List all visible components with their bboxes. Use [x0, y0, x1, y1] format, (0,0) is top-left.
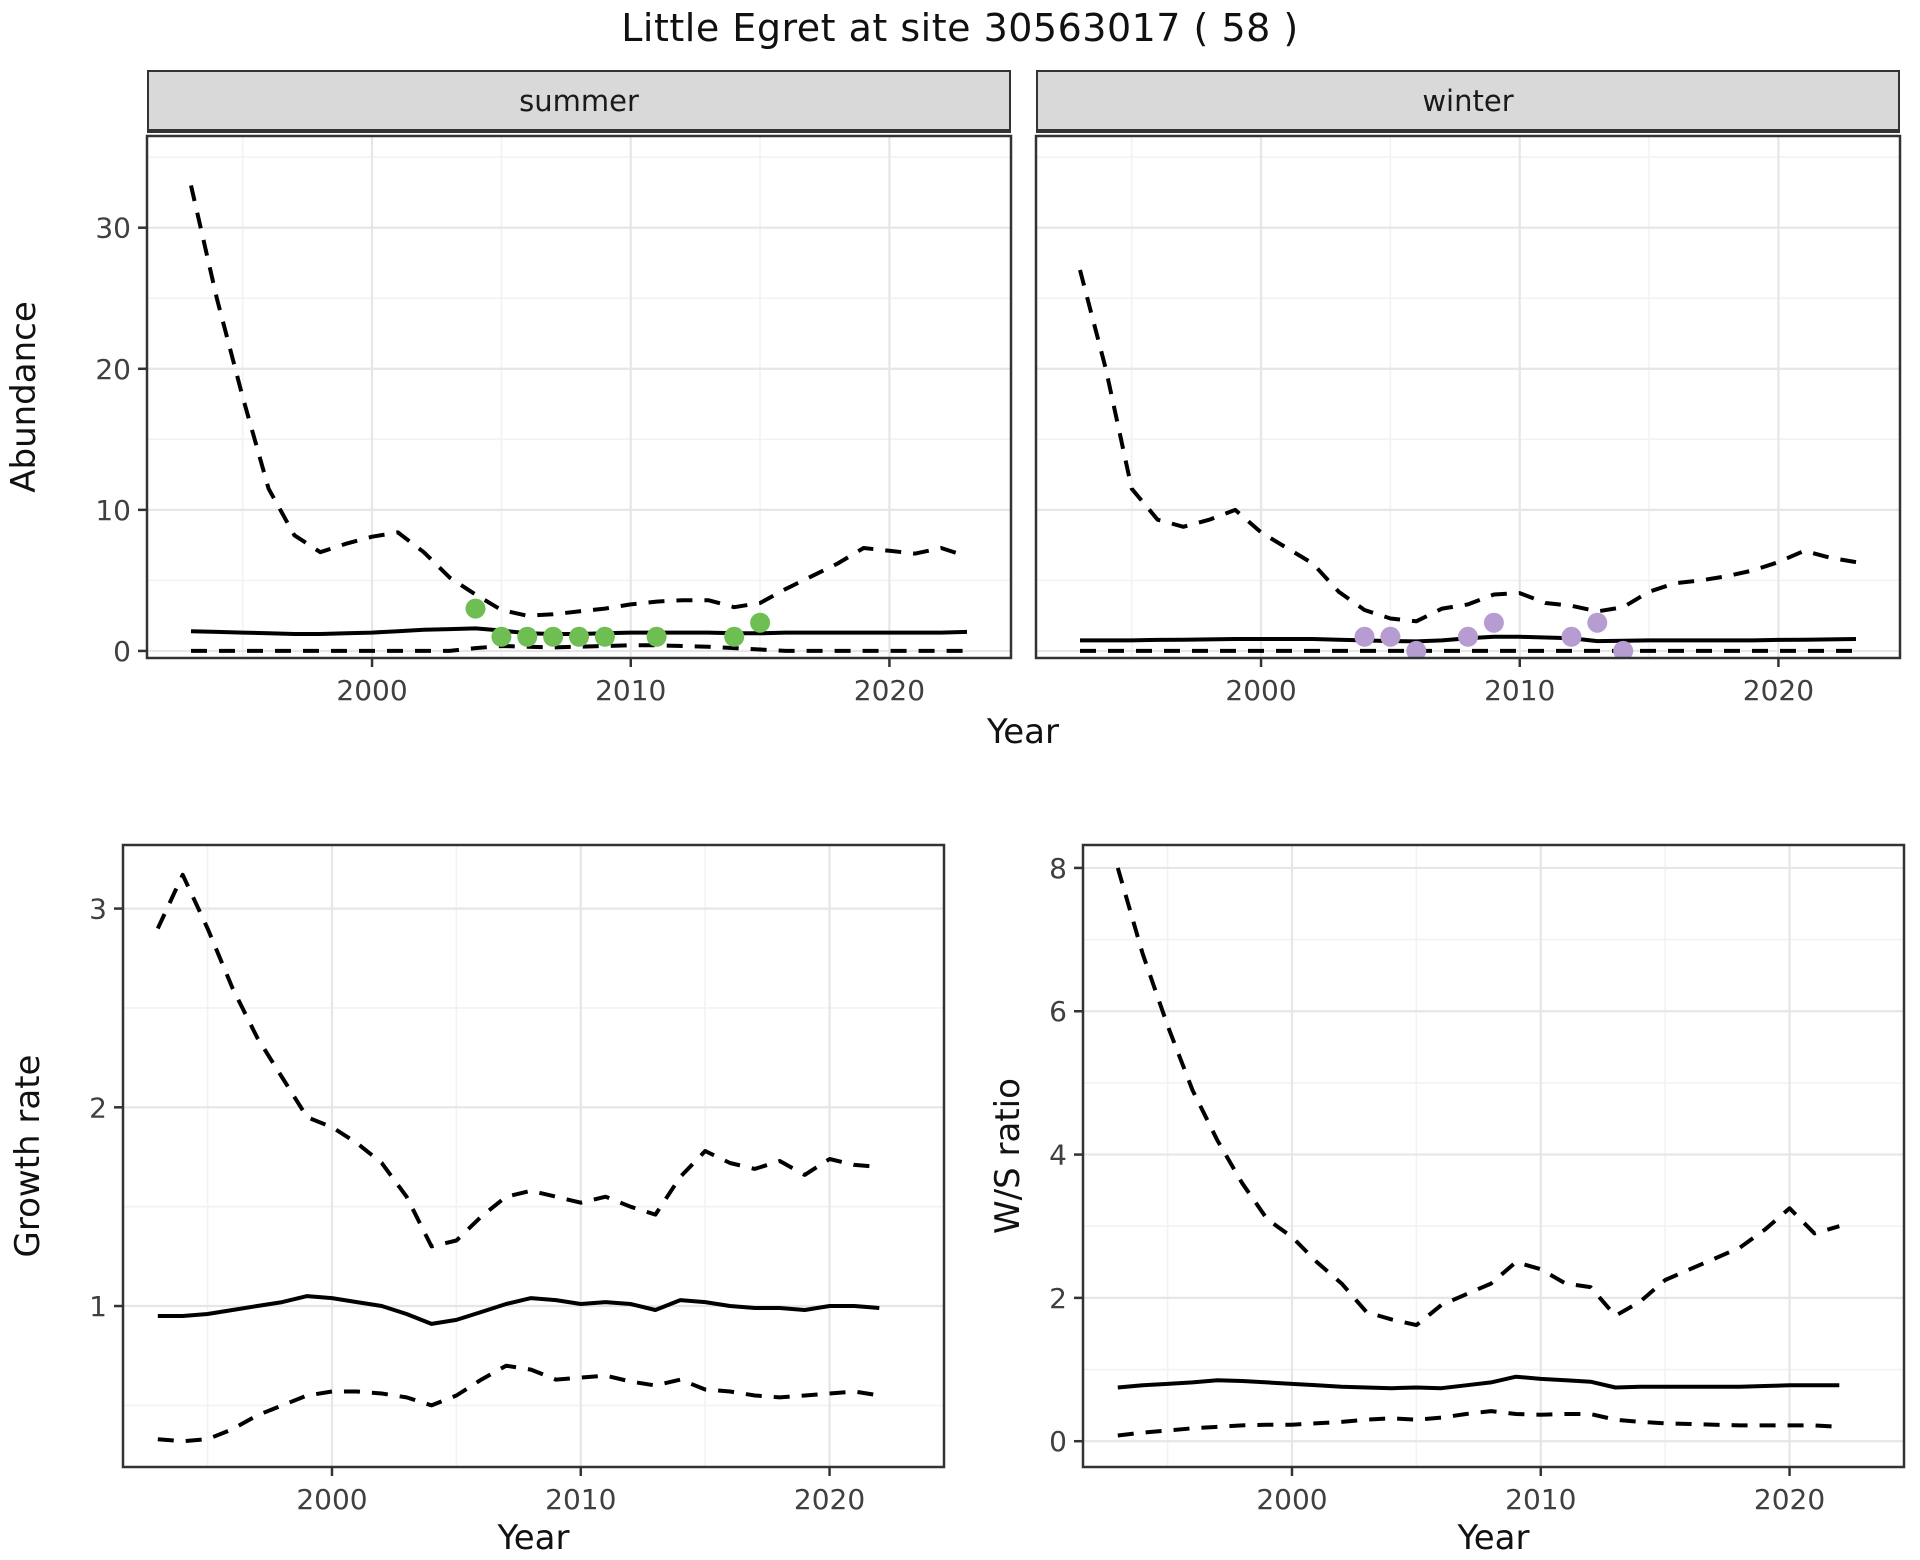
x-tick-label: 2020: [1743, 674, 1814, 707]
panel-border: [1034, 134, 1902, 660]
abundance-summer-lower-95ci-line: [191, 643, 967, 653]
data-point: [594, 626, 615, 647]
panel-background: [1036, 136, 1900, 658]
y-tick-label: 6: [1049, 995, 1067, 1028]
x-tick-label: 2010: [1484, 674, 1555, 707]
data-point: [465, 598, 486, 619]
y-tick-label: 2: [1049, 1282, 1067, 1315]
y-tick-label: 3: [89, 893, 107, 926]
facet-strip-summer: summer: [147, 70, 1011, 133]
y-tick-label: 0: [113, 635, 131, 668]
panel-growth-rate: 2000 2010 2020 1 2 3: [89, 843, 946, 1516]
data-point: [1561, 626, 1582, 647]
page-title: Little Egret at site 30563017 ( 58 ): [621, 6, 1299, 50]
ws-ratio-upper-95ci-line: [1115, 867, 1840, 1328]
y-tick-label: 30: [95, 212, 131, 245]
x-tick-label: 2000: [1225, 674, 1296, 707]
data-point: [750, 612, 771, 633]
x-tick-label: 2000: [1256, 1483, 1327, 1516]
y-tick-label: 2: [89, 1091, 107, 1124]
data-point: [646, 626, 667, 647]
facet-strip-winter-label: winter: [1422, 83, 1514, 118]
y-tick-label: 8: [1049, 852, 1067, 885]
ws-ratio-lower-95ci-line: [1117, 1409, 1840, 1438]
y-tick-label: 0: [1049, 1425, 1067, 1458]
abundance-summer-upper-95ci-line: [189, 184, 968, 618]
y-tick-label: 20: [95, 353, 131, 386]
abundance-winter-upper-95ci-line: [1078, 269, 1857, 624]
panel-background: [147, 136, 1011, 658]
x-tick-label: 2020: [854, 674, 925, 707]
panel-border: [1081, 843, 1906, 1469]
x-axis-title-top: Year: [987, 712, 1059, 752]
panel-border: [121, 843, 946, 1469]
data-point: [491, 626, 512, 647]
y-axis-title-abundance: Abundance: [4, 301, 44, 493]
panel-background: [1083, 845, 1904, 1467]
y-tick-label: 1: [89, 1290, 107, 1323]
data-point: [1483, 612, 1504, 633]
data-point: [517, 626, 538, 647]
panel-border: [145, 134, 1013, 660]
data-point: [1406, 640, 1427, 658]
data-point: [1613, 640, 1634, 658]
y-axis-title-growth-rate: Growth rate: [8, 1054, 48, 1258]
x-axis-title-ws-ratio: Year: [1457, 1518, 1530, 1558]
x-tick-label: 2010: [595, 674, 666, 707]
x-axis-title-growth-rate: Year: [497, 1518, 570, 1558]
data-point: [1354, 626, 1375, 647]
facet-strip-summer-label: summer: [519, 83, 639, 118]
observed-summer-counts: [465, 598, 771, 647]
growth-rate-median-line: [157, 1294, 880, 1326]
panel-background: [123, 845, 944, 1467]
data-point: [543, 626, 564, 647]
data-point: [724, 626, 745, 647]
y-tick-label: 10: [95, 494, 131, 527]
panel-abundance-winter: 2000 2010 2020: [1034, 134, 1902, 707]
x-tick-label: 2000: [296, 1483, 367, 1516]
x-tick-label: 2010: [545, 1483, 616, 1516]
facet-strip-winter: winter: [1036, 70, 1900, 133]
ws-ratio-median-line: [1117, 1374, 1840, 1391]
data-point: [569, 626, 589, 647]
panel-abundance-summer: 2000 2010 2020 0 10 20 30: [95, 134, 1013, 707]
x-tick-label: 2020: [1754, 1483, 1825, 1516]
growth-rate-lower-95ci-line: [157, 1363, 880, 1444]
y-axis-title-ws-ratio: W/S ratio: [988, 1078, 1028, 1234]
data-point: [1587, 612, 1608, 633]
x-tick-label: 2000: [336, 674, 407, 707]
growth-rate-upper-95ci-line: [155, 872, 880, 1249]
data-point: [1380, 626, 1401, 647]
y-tick-label: 4: [1049, 1139, 1067, 1172]
data-point: [1458, 626, 1478, 647]
panel-ws-ratio: 2000 2010 2020 0 2 4 6 8: [1049, 843, 1906, 1516]
x-tick-label: 2020: [794, 1483, 865, 1516]
x-tick-label: 2010: [1505, 1483, 1576, 1516]
observed-winter-counts: [1354, 612, 1634, 658]
